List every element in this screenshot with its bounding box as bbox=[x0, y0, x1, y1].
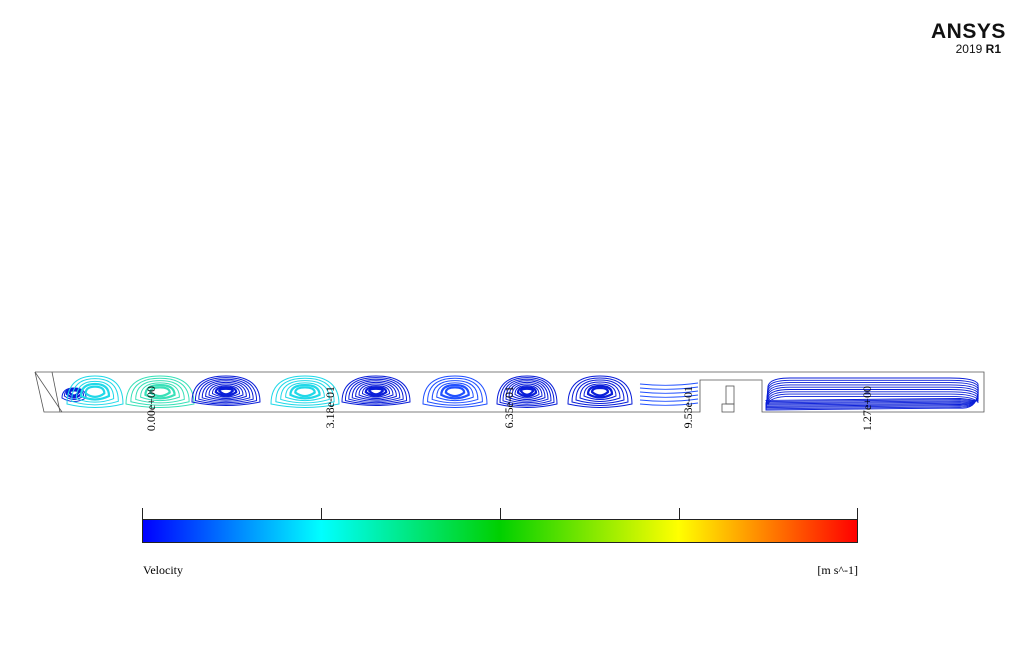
streamline-cell-2 bbox=[144, 384, 176, 400]
streamline-cell-4 bbox=[289, 384, 321, 400]
streamline-throughflow bbox=[639, 390, 699, 394]
tick-label-4: 1.27e+00 bbox=[860, 386, 874, 432]
streamline-cell-8 bbox=[571, 377, 629, 406]
tick-label-0: 0.00e+00 bbox=[144, 386, 158, 432]
streamline-cell-7 bbox=[508, 381, 546, 402]
inlet-edge bbox=[34, 371, 63, 413]
streamline-throughflow bbox=[639, 386, 699, 390]
streamline-cell-8 bbox=[575, 379, 625, 404]
legend-units-label: [m s^-1] bbox=[817, 563, 858, 577]
streamline-cell-2 bbox=[130, 377, 190, 406]
streamline-cell-3 bbox=[205, 381, 247, 401]
streamline-cell-2 bbox=[135, 380, 185, 404]
streamline-cell-7 bbox=[502, 378, 552, 405]
streamline-cell-2 bbox=[149, 386, 171, 398]
streamline-recirculation bbox=[765, 395, 979, 406]
streamline-cell-4 bbox=[294, 386, 316, 398]
streamline-cell-6 bbox=[444, 386, 466, 398]
streamline-cell-7 bbox=[499, 377, 555, 407]
streamline-cell-7 bbox=[511, 383, 543, 400]
colorbar bbox=[142, 519, 858, 543]
logo-version: 2019 R1 bbox=[931, 42, 1001, 56]
legend-variable-label: Velocity bbox=[143, 563, 183, 577]
streamline-throughflow bbox=[639, 382, 699, 386]
streamline-throughflow bbox=[639, 398, 699, 402]
streamline-cell-7 bbox=[519, 387, 535, 396]
streamline-cell-3 bbox=[218, 387, 234, 396]
streamline-recirculation bbox=[765, 389, 979, 405]
streamline-cell-1 bbox=[79, 382, 111, 401]
obstacle-block bbox=[725, 385, 735, 405]
logo-release: R1 bbox=[985, 42, 1001, 56]
streamline-cell-1 bbox=[75, 380, 115, 403]
streamlines bbox=[61, 375, 979, 411]
streamline-cell-5 bbox=[358, 383, 394, 399]
domain-outline bbox=[34, 371, 985, 413]
streamline-cell-5 bbox=[351, 380, 401, 402]
streamline-cell-7 bbox=[514, 385, 540, 399]
streamline-cell-8 bbox=[586, 384, 614, 399]
streamline-cell-8 bbox=[583, 383, 617, 400]
streamline-cell-6 bbox=[436, 382, 474, 402]
logo-name: ANSYS bbox=[931, 20, 1006, 43]
streamline-cell-7 bbox=[516, 386, 538, 398]
streamline-cell-3 bbox=[191, 375, 261, 406]
streamline-cell-6 bbox=[440, 384, 470, 400]
streamline-cell-5 bbox=[364, 386, 388, 397]
domain-boundary bbox=[34, 371, 985, 413]
streamline-cell-4 bbox=[285, 382, 325, 402]
streamline-cell-5 bbox=[355, 381, 397, 401]
streamline-cell-2 bbox=[140, 382, 180, 402]
streamline-cell-8 bbox=[579, 381, 621, 402]
streamline-cell-6 bbox=[427, 377, 483, 406]
streamline-cell-6 bbox=[422, 375, 488, 408]
streamline-cell-7 bbox=[505, 380, 549, 404]
streamline-cell-5 bbox=[344, 377, 408, 405]
streamline-cell-5 bbox=[348, 378, 404, 404]
tick-mark-2 bbox=[500, 508, 501, 519]
streamline-recirculation bbox=[765, 393, 979, 403]
streamline-cell-3 bbox=[201, 380, 251, 402]
streamline-cell-3 bbox=[198, 378, 254, 404]
streamline-cell-5 bbox=[368, 387, 384, 396]
streamline-throughflow bbox=[639, 402, 699, 406]
streamline-cell-7 bbox=[496, 375, 558, 408]
streamline-cell-5 bbox=[361, 385, 391, 398]
streamline-cell-6 bbox=[431, 380, 479, 404]
streamline-throughflow bbox=[639, 394, 699, 398]
tick-label-2: 6.35e-01 bbox=[502, 386, 516, 429]
streamline-cell-3 bbox=[194, 377, 258, 405]
streamline-cell-3 bbox=[214, 386, 238, 397]
streamline-cell-4 bbox=[270, 375, 340, 408]
tick-label-3: 9.53e-01 bbox=[681, 386, 695, 429]
tick-mark-0 bbox=[142, 508, 143, 519]
streamline-cell-5 bbox=[341, 375, 411, 406]
tick-mark-1 bbox=[321, 508, 322, 519]
streamline-cell-1 bbox=[84, 385, 106, 398]
streamline-cell-3 bbox=[208, 383, 244, 399]
streamline-cell-1 bbox=[71, 378, 119, 406]
streamline-cell-1 bbox=[66, 375, 124, 408]
streamline-cell-2 bbox=[125, 375, 195, 408]
inlet-edge-inner bbox=[51, 371, 61, 413]
tick-label-1: 3.18e-01 bbox=[323, 386, 337, 429]
streamline-recirculation bbox=[765, 391, 979, 404]
streamline-cell-3 bbox=[211, 385, 241, 398]
ansys-logo: ANSYS 2019 R1 bbox=[931, 20, 1006, 56]
streamline-cell-4 bbox=[275, 377, 335, 406]
streamline-cell-8 bbox=[567, 375, 633, 408]
streamline-cell-4 bbox=[280, 380, 330, 404]
tick-mark-4 bbox=[857, 508, 858, 519]
tick-mark-3 bbox=[679, 508, 680, 519]
logo-year: 2019 bbox=[955, 42, 983, 56]
streamline-cell-8 bbox=[590, 386, 610, 397]
obstacle-base bbox=[721, 403, 735, 413]
